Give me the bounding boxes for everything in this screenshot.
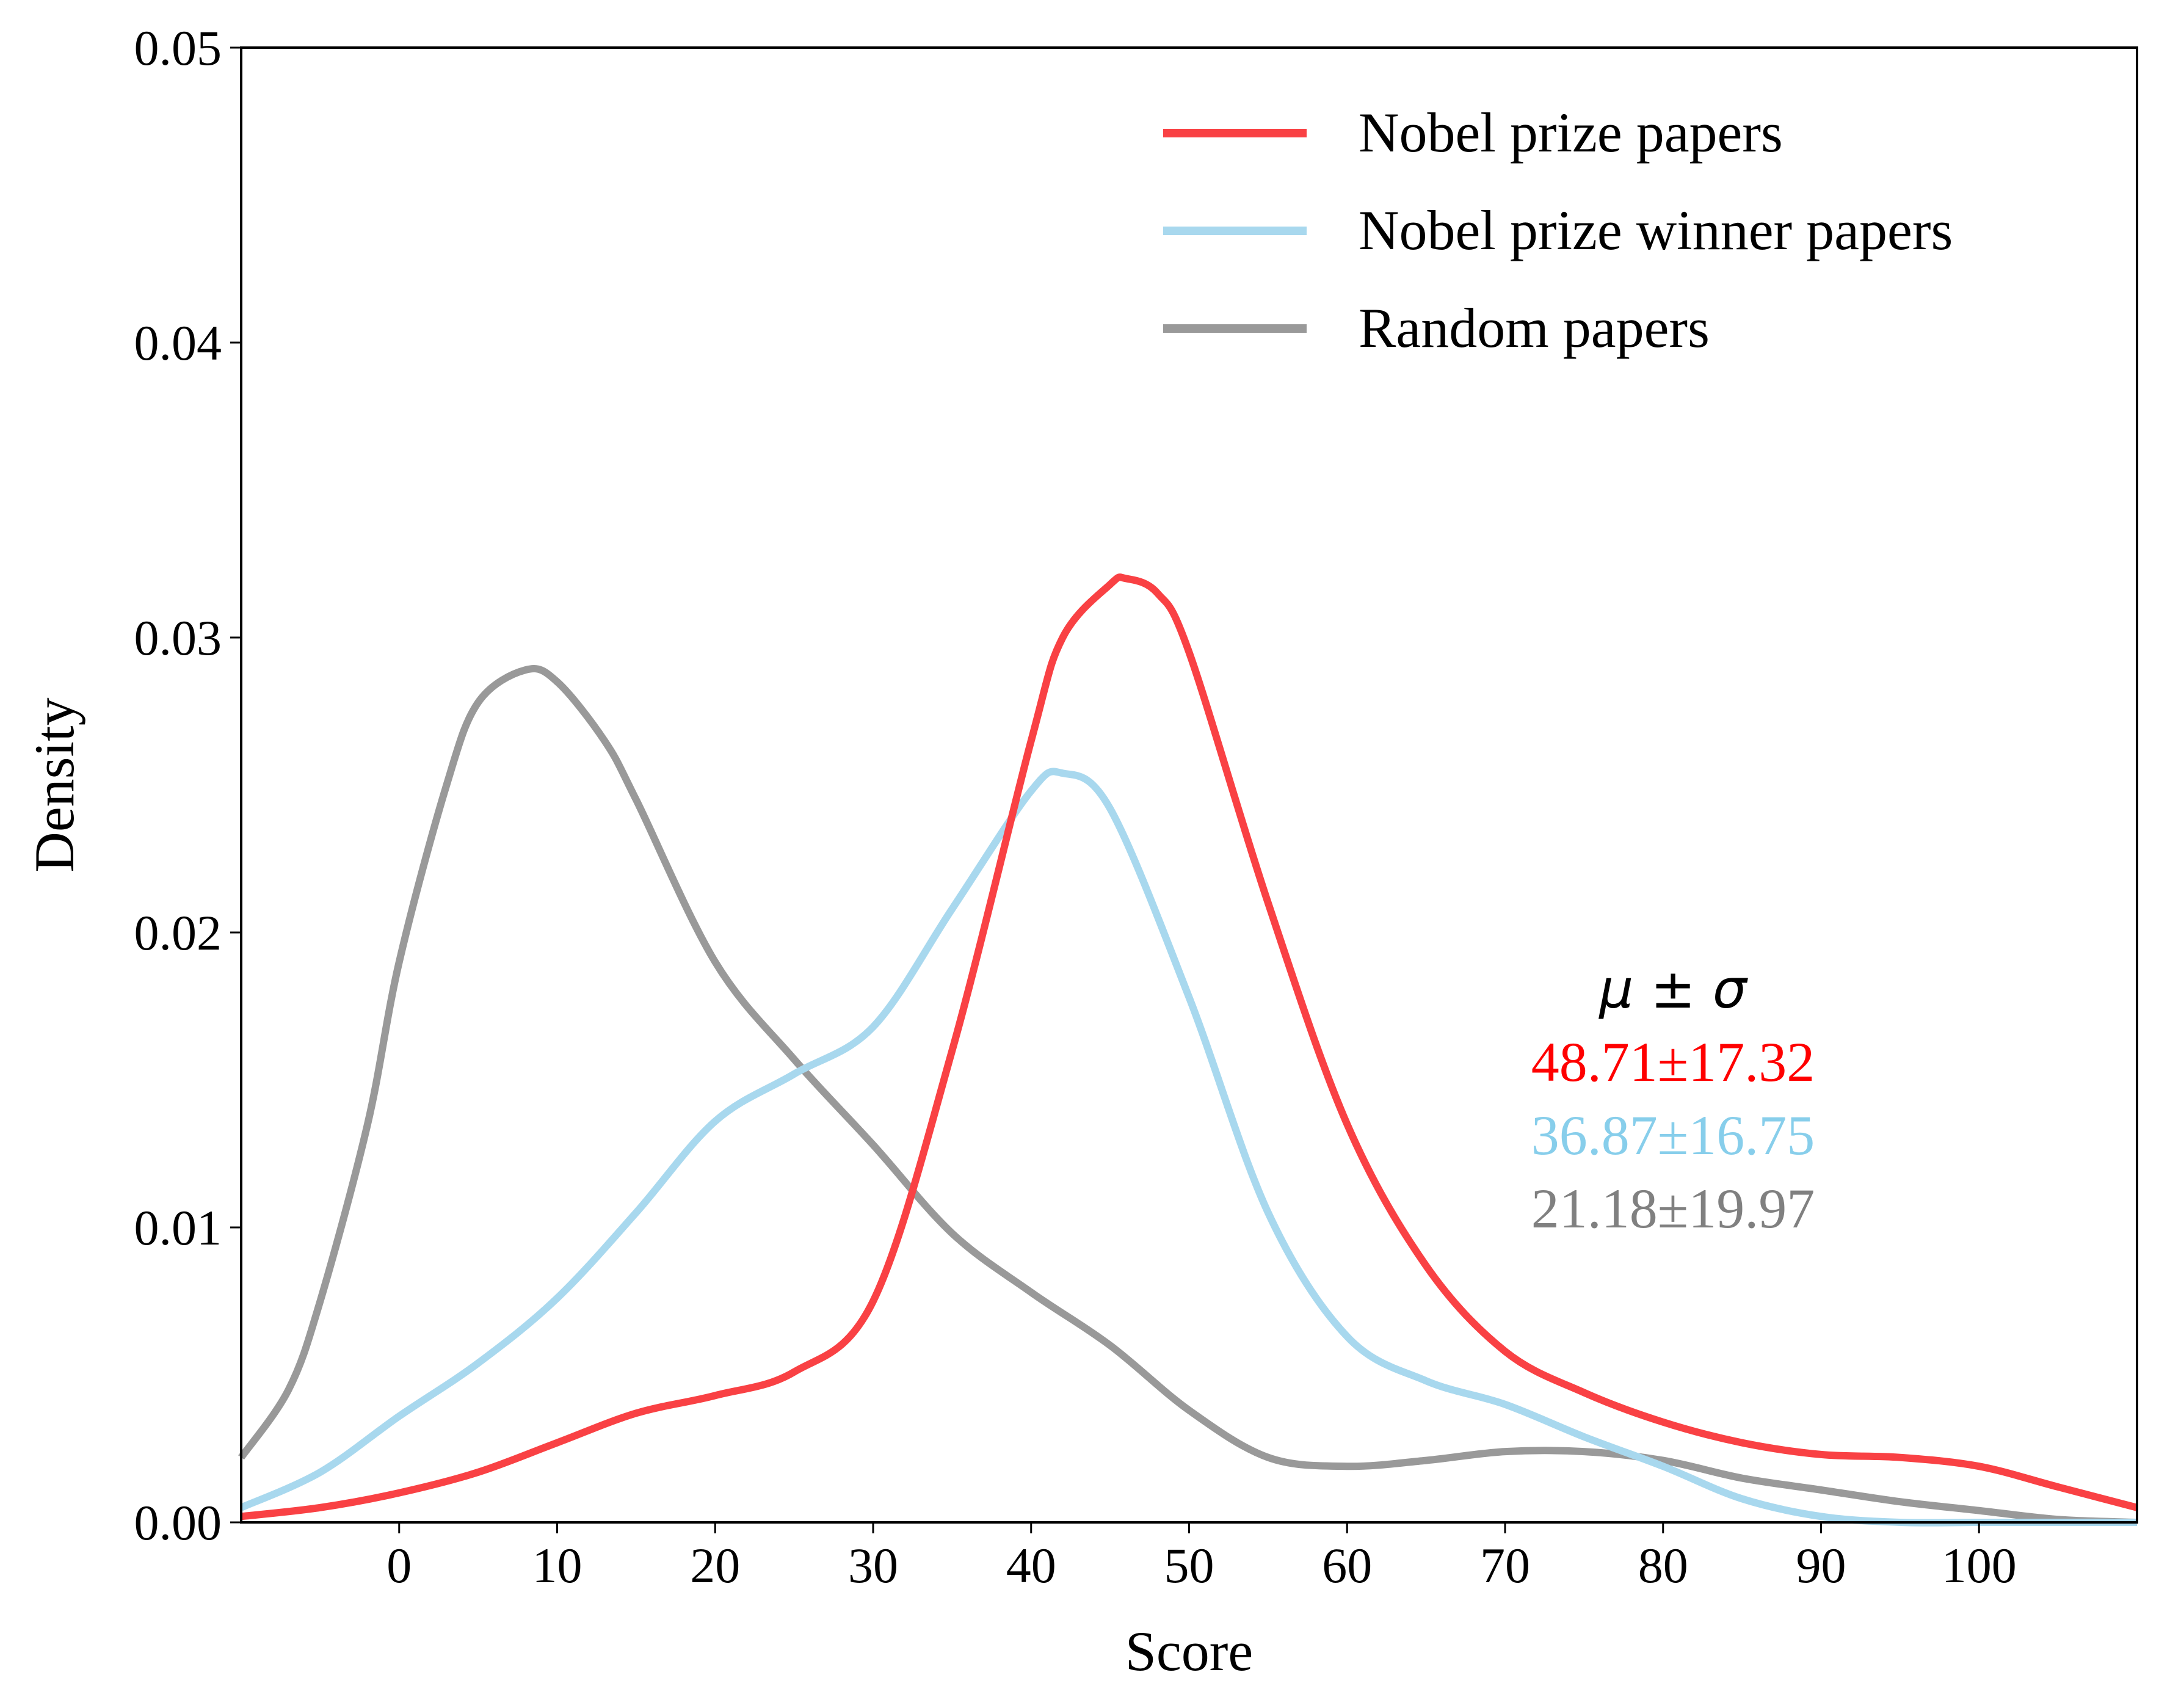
- y-axis-ticks: 0.00 0.01 0.02 0.03 0.04 0.05: [134, 20, 241, 1550]
- x-tick-label: 20: [690, 1538, 740, 1593]
- series-line-nobel-prize-papers: [241, 573, 2138, 1521]
- stats-annotation: μ ± σ 48.71±17.32 36.87±16.75 21.18±19.9…: [1531, 958, 1815, 1240]
- x-axis-label: Score: [1125, 1620, 1253, 1682]
- y-tick-label: 0.02: [134, 905, 222, 961]
- y-tick-label: 0.05: [134, 20, 222, 76]
- x-tick-label: 40: [1006, 1538, 1056, 1593]
- legend-label-random-papers: Random papers: [1359, 297, 1710, 359]
- series-layer: [238, 573, 2138, 1527]
- series-line-nobel-prize-winner-papers: [239, 768, 2137, 1527]
- x-tick-label: 30: [848, 1538, 898, 1593]
- x-tick-label: 90: [1796, 1538, 1846, 1593]
- x-tick-label: 50: [1164, 1538, 1214, 1593]
- x-tick-label: 10: [532, 1538, 582, 1593]
- legend-label-nobel-prize-winner-papers: Nobel prize winner papers: [1359, 199, 1953, 261]
- x-axis-ticks: 0 10 20 30 40 50 60 70 80 90 100: [386, 1522, 2017, 1593]
- y-tick-label: 0.04: [134, 315, 222, 371]
- y-tick-label: 0.01: [134, 1200, 222, 1256]
- x-tick-label: 0: [386, 1538, 412, 1593]
- stats-random-papers: 21.18±19.97: [1531, 1177, 1815, 1240]
- y-tick-label: 0.03: [134, 610, 222, 666]
- x-tick-label: 70: [1480, 1538, 1530, 1593]
- y-axis-label: Density: [23, 697, 85, 872]
- x-tick-label: 60: [1322, 1538, 1372, 1593]
- legend-label-nobel-prize-papers: Nobel prize papers: [1359, 101, 1783, 164]
- y-tick-label: 0.00: [134, 1495, 222, 1550]
- stats-nobel-prize-papers: 48.71±17.32: [1531, 1031, 1815, 1093]
- stats-header: μ ± σ: [1598, 958, 1749, 1020]
- stats-nobel-prize-winner-papers: 36.87±16.75: [1531, 1104, 1815, 1166]
- series-line-random-papers: [238, 665, 2138, 1526]
- legend: Nobel prize papers Nobel prize winner pa…: [1163, 101, 1953, 359]
- x-tick-label: 80: [1638, 1538, 1688, 1593]
- x-tick-label: 100: [1942, 1538, 2017, 1593]
